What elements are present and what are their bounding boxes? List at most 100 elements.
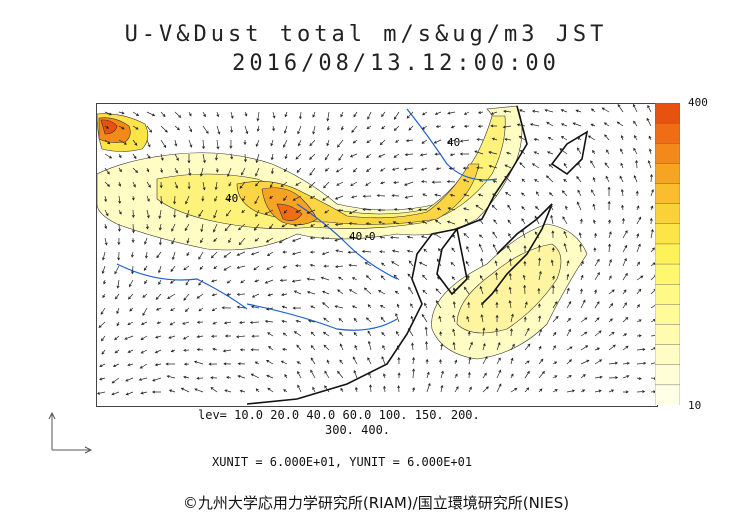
wind-arrow <box>323 181 330 189</box>
wind-arrow <box>406 249 414 253</box>
wind-arrow <box>495 327 499 337</box>
wind-arrow <box>495 288 499 295</box>
wind-arrow <box>617 104 624 113</box>
wind-arrow <box>594 258 600 267</box>
wind-arrow <box>264 279 274 284</box>
contour-levels-cont: 300. 400. <box>325 423 391 437</box>
wind-arrow <box>492 179 498 183</box>
wind-arrow <box>365 181 372 186</box>
wind-arrow <box>622 345 629 351</box>
colorbar-swatch <box>655 243 680 265</box>
wind-arrow <box>566 260 570 267</box>
wind-arrow <box>389 236 400 240</box>
wind-arrow <box>552 389 558 393</box>
wind-arrow <box>622 230 628 239</box>
wind-arrow <box>310 345 316 351</box>
wind-arrow <box>435 124 442 128</box>
wind-arrow <box>650 173 654 183</box>
wind-arrow <box>440 370 444 379</box>
wind-arrow <box>170 307 176 312</box>
wind-arrow <box>650 189 654 197</box>
wind-arrow <box>605 175 610 183</box>
wind-arrow <box>236 305 246 309</box>
wind-arrow <box>477 111 484 114</box>
wind-arrow <box>650 205 654 211</box>
wind-arrow <box>336 181 344 186</box>
wind-arrow <box>353 167 358 173</box>
wind-arrow <box>324 167 330 172</box>
wind-arrow <box>479 285 484 295</box>
wind-arrow <box>505 192 512 197</box>
wind-arrow <box>607 219 611 225</box>
wind-arrow <box>124 335 134 340</box>
wind-arrow <box>379 235 386 239</box>
wind-arrow <box>167 293 176 299</box>
wind-arrow <box>377 208 386 212</box>
wind-arrow <box>531 163 540 169</box>
wind-arrow <box>338 153 344 161</box>
wind-arrow <box>269 195 274 199</box>
wind-arrow <box>440 343 444 351</box>
wind-arrow <box>282 250 288 254</box>
wind-arrow <box>354 344 358 351</box>
wind-arrow <box>264 319 274 323</box>
reference-vector-axes <box>48 411 93 454</box>
wind-arrow <box>117 251 121 261</box>
wind-arrow <box>521 206 526 211</box>
wind-arrow <box>196 335 204 339</box>
wind-arrow <box>580 274 584 281</box>
wind-arrow <box>551 275 555 281</box>
wind-arrow <box>367 111 372 120</box>
wind-arrow <box>250 305 260 309</box>
wind-arrow <box>550 259 554 267</box>
wind-arrow <box>281 223 288 228</box>
wind-arrow <box>477 193 484 197</box>
wind-arrow <box>507 245 512 253</box>
wind-arrow <box>619 175 624 183</box>
wind-arrow <box>381 125 386 130</box>
wind-arrow <box>131 223 135 234</box>
wind-arrow <box>240 279 246 284</box>
wind-arrow <box>267 332 274 337</box>
wind-arrow <box>466 274 470 281</box>
wind-arrow <box>467 331 471 337</box>
colorbar-swatch <box>655 122 680 144</box>
wind-arrow <box>198 251 204 260</box>
wind-arrow <box>160 125 168 133</box>
wind-arrow <box>367 304 372 309</box>
wind-arrow <box>397 356 401 365</box>
wind-arrow <box>269 181 274 189</box>
wind-arrow <box>156 321 162 325</box>
wind-arrow <box>579 288 583 295</box>
wind-arrow <box>255 181 260 187</box>
wind-arrow <box>367 330 372 337</box>
wind-arrow <box>580 299 586 309</box>
wind-arrow <box>223 321 232 325</box>
wind-arrow <box>295 181 302 186</box>
wind-arrow <box>326 125 330 131</box>
wind-arrow <box>296 167 302 173</box>
wind-arrow <box>418 261 428 267</box>
wind-arrow <box>551 247 555 253</box>
wind-arrow <box>572 122 582 127</box>
wind-arrow <box>424 326 428 337</box>
wind-arrow <box>593 247 597 253</box>
wind-arrow <box>193 360 204 365</box>
wind-arrow <box>208 362 218 366</box>
wind-arrow <box>238 223 246 231</box>
wind-arrow <box>521 218 526 225</box>
wind-arrow <box>97 391 106 395</box>
wind-arrow <box>590 123 596 127</box>
wind-arrow <box>531 109 540 113</box>
wind-arrow <box>352 356 358 365</box>
wind-arrow <box>496 342 501 351</box>
wind-arrow <box>278 237 288 244</box>
wind-arrow <box>322 195 330 201</box>
wind-arrow <box>241 209 246 213</box>
wind-arrow <box>381 331 386 337</box>
wind-arrow <box>433 139 442 144</box>
wind-arrow <box>566 359 572 365</box>
wind-arrow <box>239 348 246 352</box>
wind-arrow <box>395 312 400 323</box>
wind-arrow <box>283 125 288 134</box>
